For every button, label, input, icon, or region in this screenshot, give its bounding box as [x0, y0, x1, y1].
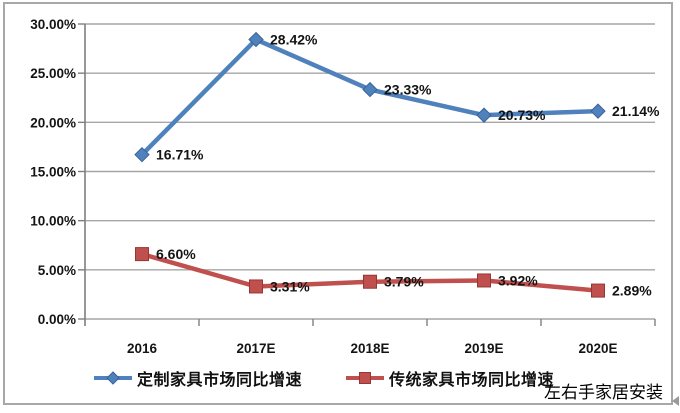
y-axis-tick-label: 30.00%	[30, 17, 76, 32]
chart-border-frame	[3, 2, 673, 405]
data-point-label: 3.92%	[498, 272, 538, 288]
y-axis-tick-label: 25.00%	[30, 66, 76, 81]
y-axis-tick-label: 15.00%	[30, 165, 76, 180]
legend-label-custom-furniture: 定制家具市场同比增速	[137, 372, 303, 389]
data-point-label: 28.42%	[270, 32, 318, 48]
y-axis-tick-label: 0.00%	[38, 312, 76, 327]
legend-marker-shape	[106, 371, 120, 385]
x-axis-tick-label: 2016	[127, 341, 158, 356]
data-point-label: 6.60%	[156, 246, 196, 262]
legend-label-traditional-furniture: 传统家具市场同比增速	[389, 372, 555, 389]
legend-line-diamond-icon	[94, 371, 132, 385]
watermark-text: 左右手家居安装	[544, 383, 663, 402]
data-point-marker-diamond	[362, 81, 378, 98]
data-point-label: 3.79%	[384, 274, 424, 290]
data-point-label: 3.31%	[270, 278, 310, 294]
legend-marker-shape	[359, 372, 372, 384]
data-point-marker-square	[249, 279, 263, 294]
y-axis-tick-label: 5.00%	[38, 263, 76, 278]
x-axis-tick-label: 2020E	[578, 341, 617, 356]
data-point-marker-square	[591, 283, 605, 298]
y-axis-tick-label: 10.00%	[30, 214, 76, 229]
data-point-marker-square	[135, 247, 149, 262]
data-point-label: 2.89%	[612, 283, 652, 299]
legend-item-custom-furniture: 定制家具市场同比增速	[93, 366, 302, 390]
legend-line-square-icon	[346, 372, 385, 384]
x-axis-tick-label: 2018E	[350, 341, 389, 356]
data-point-marker-diamond	[248, 31, 264, 48]
x-axis-tick-label: 2019E	[464, 341, 503, 356]
data-point-label: 16.71%	[156, 147, 204, 163]
data-point-marker-diamond	[476, 107, 492, 123]
resize-arrow-icon	[672, 396, 679, 406]
data-point-label: 21.14%	[612, 103, 660, 119]
y-axis-tick-label: 20.00%	[30, 115, 76, 130]
data-point-label: 23.33%	[384, 82, 432, 98]
legend-item-traditional-furniture: 传统家具市场同比增速	[345, 366, 554, 390]
x-axis-tick-label: 2017E	[236, 341, 275, 356]
data-point-marker-square	[477, 273, 491, 288]
data-point-marker-diamond	[590, 103, 606, 119]
data-point-marker-square	[363, 274, 377, 289]
data-point-marker-diamond	[134, 146, 150, 163]
data-point-label: 20.73%	[498, 107, 546, 123]
chart-legend: 定制家具市场同比增速 传统家具市场同比增速	[93, 366, 554, 390]
